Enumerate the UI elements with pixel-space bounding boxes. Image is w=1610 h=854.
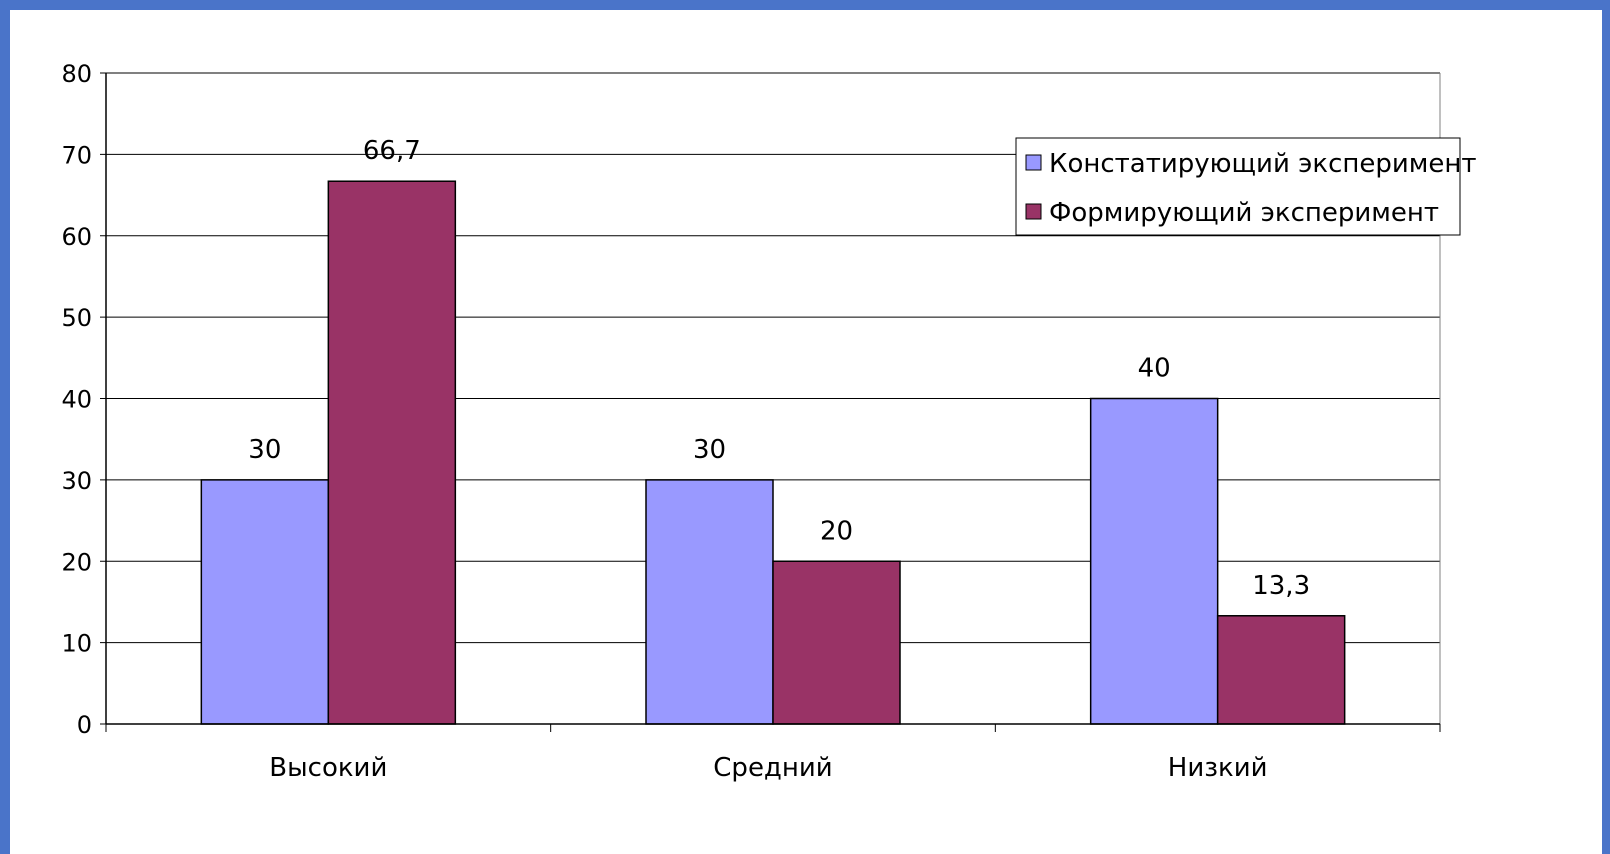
bar-chart: 0 10 20 30 40 50 60 70 80 30 66,7 30 20 40 13,3 Высок… [61, 60, 1477, 783]
data-label: 30 [693, 435, 726, 465]
y-tick-label: 0 [77, 711, 92, 739]
legend-label-series-1: Констатирующий эксперимент [1049, 149, 1477, 179]
data-label: 66,7 [363, 136, 421, 166]
chart-frame: 0 10 20 30 40 50 60 70 80 30 66,7 30 20 40 13,3 Высок… [10, 10, 1602, 854]
legend-swatch-series-2 [1025, 203, 1042, 220]
legend-box [1015, 137, 1461, 236]
bar-2-2 [772, 560, 901, 725]
y-tick-label: 10 [61, 630, 92, 658]
y-tick-label: 70 [61, 141, 92, 169]
y-tick-label: 60 [61, 223, 92, 251]
data-label: 20 [820, 516, 853, 546]
y-tick-label: 20 [61, 548, 92, 576]
bar-1-3 [1089, 397, 1219, 725]
legend-swatch-series-1 [1025, 154, 1042, 171]
category-labels: Высокий Средний Низкий [269, 753, 1267, 783]
legend-label-series-2: Формирующий эксперимент [1049, 198, 1439, 228]
y-tick-label: 50 [61, 304, 92, 332]
bars [200, 180, 1346, 725]
category-label: Низкий [1168, 753, 1268, 783]
category-label: Высокий [269, 753, 387, 783]
axes [105, 73, 1441, 732]
bar-2-3 [1216, 615, 1346, 725]
bar-2-1 [327, 180, 457, 725]
data-label: 30 [248, 435, 281, 465]
y-axis-ticks: 0 10 20 30 40 50 60 70 80 [61, 60, 106, 739]
category-label: Средний [713, 753, 832, 783]
bar-1-1 [200, 479, 330, 725]
y-tick-label: 80 [61, 60, 92, 88]
data-labels: 30 66,7 30 20 40 13,3 [248, 136, 1310, 601]
data-label: 40 [1138, 354, 1171, 384]
y-tick-label: 40 [61, 386, 92, 414]
bar-1-2 [645, 479, 774, 725]
legend: Констатирующий эксперимент Формирующий э… [1015, 137, 1477, 236]
y-tick-label: 30 [61, 467, 92, 495]
data-label: 13,3 [1252, 571, 1310, 601]
